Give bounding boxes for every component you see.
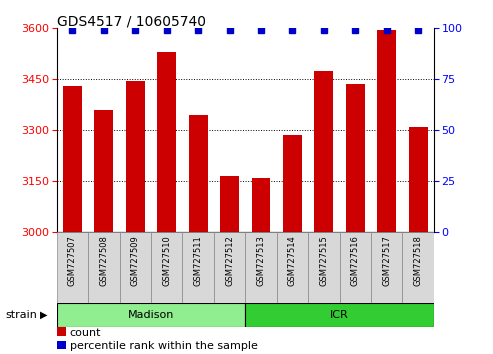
Bar — [63, 86, 82, 232]
Text: ICR: ICR — [330, 310, 349, 320]
Bar — [57, 232, 88, 303]
Text: GSM727515: GSM727515 — [319, 235, 328, 286]
Bar — [214, 232, 246, 303]
Text: GSM727509: GSM727509 — [131, 235, 140, 286]
Text: strain: strain — [5, 310, 37, 320]
Text: GDS4517 / 10605740: GDS4517 / 10605740 — [57, 14, 206, 28]
Bar — [402, 232, 434, 303]
Text: count: count — [70, 328, 101, 338]
Bar — [251, 178, 270, 232]
Text: GSM727517: GSM727517 — [382, 235, 391, 286]
Bar — [57, 303, 245, 327]
Text: percentile rank within the sample: percentile rank within the sample — [70, 341, 257, 351]
Bar — [94, 110, 113, 232]
Bar — [409, 127, 427, 232]
Bar — [308, 232, 340, 303]
Bar — [189, 115, 208, 232]
Bar — [126, 81, 145, 232]
Text: GSM727508: GSM727508 — [99, 235, 108, 286]
Bar — [371, 232, 402, 303]
Bar — [277, 232, 308, 303]
Text: GSM727511: GSM727511 — [194, 235, 203, 286]
Text: GSM727518: GSM727518 — [414, 235, 423, 286]
Bar — [157, 52, 176, 232]
Text: ▶: ▶ — [40, 310, 48, 320]
Bar — [340, 232, 371, 303]
Bar — [283, 135, 302, 232]
Bar — [88, 232, 119, 303]
Text: GSM727512: GSM727512 — [225, 235, 234, 286]
Text: Madison: Madison — [128, 310, 174, 320]
Bar — [377, 30, 396, 232]
Text: GSM727516: GSM727516 — [351, 235, 360, 286]
Text: GSM727514: GSM727514 — [288, 235, 297, 286]
Bar — [182, 232, 214, 303]
Bar — [346, 84, 365, 232]
Bar — [220, 176, 239, 232]
Bar — [119, 232, 151, 303]
Text: GSM727513: GSM727513 — [256, 235, 266, 286]
Text: GSM727507: GSM727507 — [68, 235, 77, 286]
Bar — [315, 71, 333, 232]
Text: GSM727510: GSM727510 — [162, 235, 171, 286]
Bar — [245, 232, 277, 303]
Bar — [151, 232, 182, 303]
Bar — [245, 303, 434, 327]
